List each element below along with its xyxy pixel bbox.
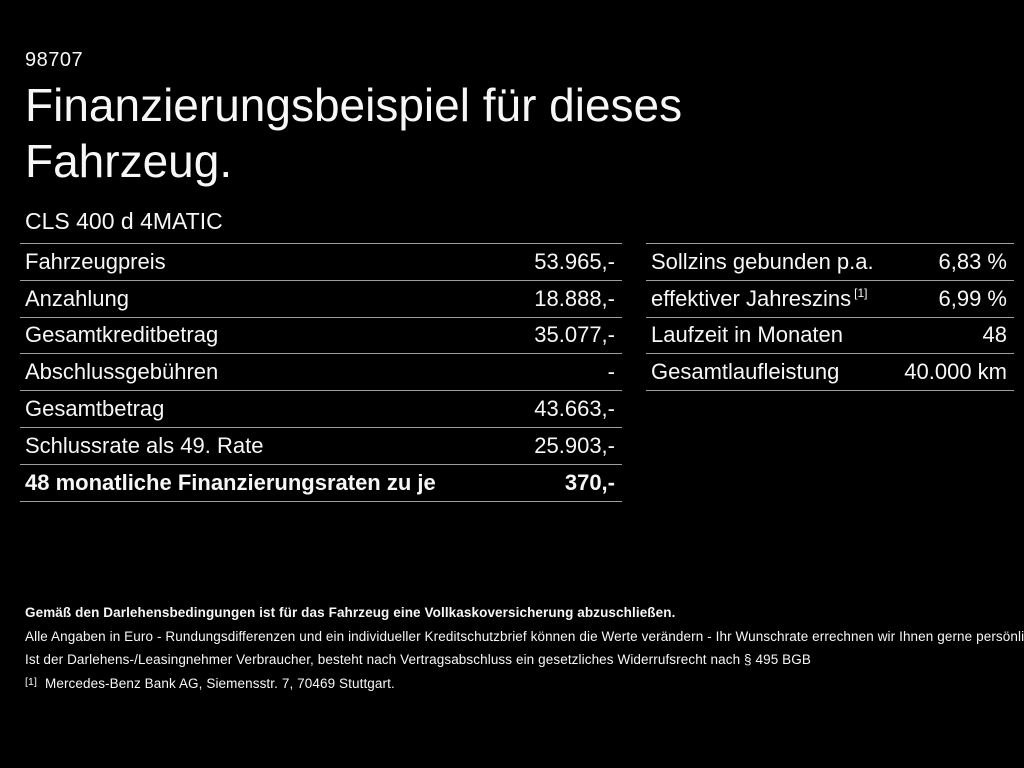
row-value: 40.000 km <box>904 359 1007 385</box>
row-label: Sollzins gebunden p.a. <box>651 248 874 274</box>
disclaimer-line-2: Ist der Darlehens-/Leasingnehmer Verbrau… <box>25 652 811 667</box>
table-row: Gesamtlaufleistung 40.000 km <box>646 354 1014 392</box>
vehicle-model: CLS 400 d 4MATIC <box>25 208 223 234</box>
row-label: effektiver Jahreszins [1] <box>646 286 867 312</box>
table-row: Gesamtbetrag 43.663,- <box>20 391 622 428</box>
table-row: effektiver Jahreszins [1] 6,99 % <box>646 281 1014 318</box>
financing-table: Fahrzeugpreis 53.965,- Anzahlung 18.888,… <box>20 243 622 502</box>
page-title: Finanzierungsbeispiel für dieses Fahrzeu… <box>25 79 683 187</box>
row-label: Gesamtlaufleistung <box>651 359 840 385</box>
footnote: [1] Mercedes-Benz Bank AG, Siemensstr. 7,… <box>25 676 395 691</box>
row-label: Laufzeit in Monaten <box>651 322 844 348</box>
row-value: 370,- <box>564 469 615 495</box>
row-label: Gesamtbetrag <box>25 396 165 422</box>
row-value: 6,83 % <box>938 248 1008 274</box>
doc-number: 98707 <box>25 49 84 71</box>
table-row: Fahrzeugpreis 53.965,- <box>20 244 622 281</box>
row-label: Fahrzeugpreis <box>25 248 166 274</box>
row-label-text: effektiver Jahreszins <box>651 285 852 311</box>
row-label: 48 monatliche Finanzierungsraten zu je <box>25 469 436 495</box>
footnote-text: Mercedes-Benz Bank AG, Siemensstr. 7, 70… <box>44 676 395 691</box>
row-value: 35.077,- <box>534 322 615 348</box>
conditions-table: Sollzins gebunden p.a. 6,83 % effektiver… <box>646 243 1014 392</box>
row-value: 6,99 % <box>938 285 1008 311</box>
footnote-marker: [1] <box>25 676 37 688</box>
table-row-monthly-rate: 48 monatliche Finanzierungsraten zu je 3… <box>20 465 622 502</box>
insurance-note: Gemäß den Darlehensbedingungen ist für d… <box>25 605 676 620</box>
row-value: - <box>607 359 615 385</box>
table-row: Schlussrate als 49. Rate 25.903,- <box>20 428 622 465</box>
row-label: Anzahlung <box>25 285 129 311</box>
row-label: Abschlussgebühren <box>25 359 219 385</box>
table-row: Anzahlung 18.888,- <box>20 281 622 318</box>
row-value: 25.903,- <box>534 432 615 458</box>
row-label: Gesamtkreditbetrag <box>25 322 219 348</box>
row-value: 43.663,- <box>534 396 615 422</box>
table-row: Laufzeit in Monaten 48 <box>646 318 1014 355</box>
disclaimer-line-1: Alle Angaben in Euro - Rundungsdifferenz… <box>25 629 1024 644</box>
row-value: 53.965,- <box>534 248 615 274</box>
row-value: 18.888,- <box>534 285 615 311</box>
table-row: Abschlussgebühren - <box>20 354 622 392</box>
footnote-ref: [1] <box>854 286 868 301</box>
table-row: Gesamtkreditbetrag 35.077,- <box>20 318 622 355</box>
table-row: Sollzins gebunden p.a. 6,83 % <box>646 244 1014 281</box>
row-value: 48 <box>982 322 1007 348</box>
row-label: Schlussrate als 49. Rate <box>25 432 264 458</box>
